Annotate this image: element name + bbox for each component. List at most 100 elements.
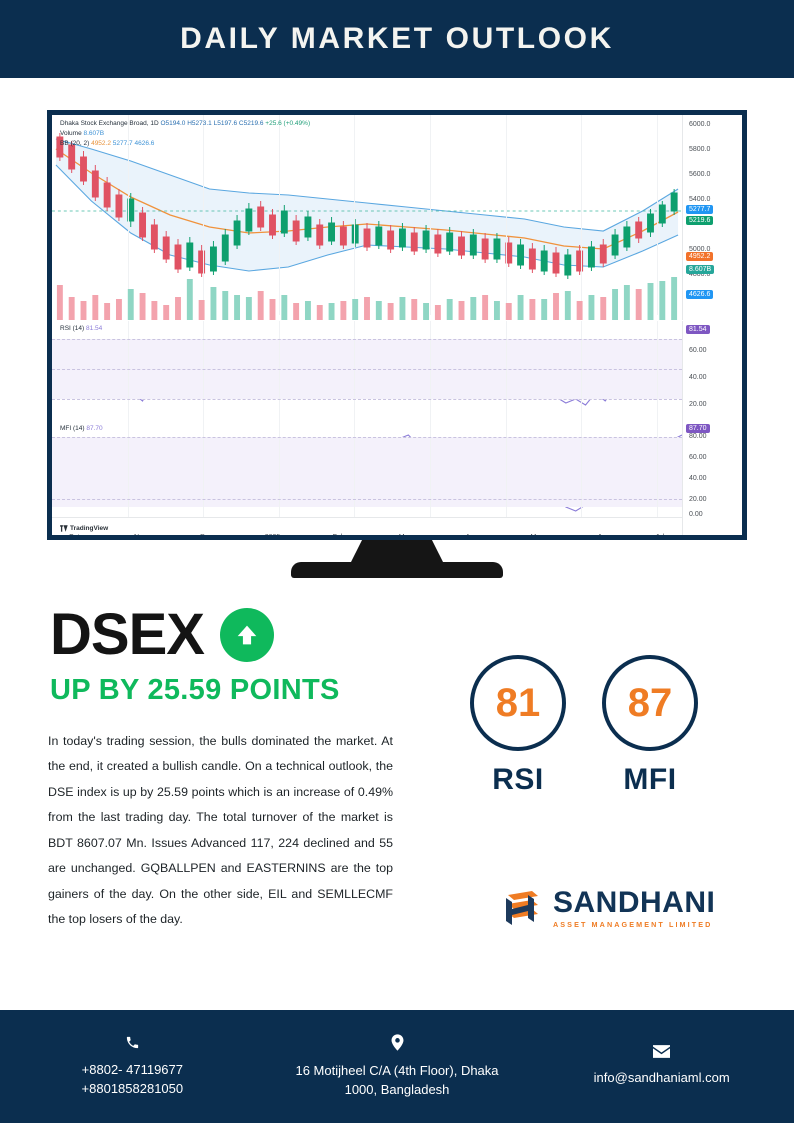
volume-label: Volume xyxy=(60,130,82,138)
tradingview-watermark: TradingView xyxy=(60,525,108,532)
gauge-mfi: 87 MFI xyxy=(602,655,698,797)
price-tick: 5800.0 xyxy=(689,146,711,153)
time-tick: Feb xyxy=(333,534,345,535)
ohlc-open: O5194.0 xyxy=(160,120,186,127)
mfi-legend: MFI (14) 87.70 xyxy=(60,424,103,434)
page-header: DAILY MARKET OUTLOOK xyxy=(0,0,794,78)
monitor-stand-base xyxy=(291,562,503,578)
rsi-value: 81.54 xyxy=(86,325,103,332)
footer-email: info@sandhaniaml.com xyxy=(529,1045,794,1088)
mfi-tick: 0.00 xyxy=(689,511,703,518)
bb-lower-badge: 4626.6 xyxy=(686,290,714,299)
gauge-rsi-label: RSI xyxy=(492,763,544,796)
mfi-tick: 60.00 xyxy=(689,454,707,461)
mfi-value: 87.70 xyxy=(86,425,103,432)
candlestick-series xyxy=(52,133,682,279)
location-pin-glyph xyxy=(391,1033,403,1051)
volume-value: 8.607B xyxy=(83,130,105,138)
time-axis: Oct Nov Dec 2025 Feb Mar Apr May Jun Jul xyxy=(52,517,742,535)
volume-plot xyxy=(52,275,682,320)
price-tick: 5600.0 xyxy=(689,171,711,178)
arrow-up-icon xyxy=(219,608,274,662)
mfi-tick: 40.00 xyxy=(689,475,707,482)
time-axis-corner xyxy=(682,517,742,535)
mfi-panel: MFI (14) 87.70 87.70 80.00 60.00 40.00 2… xyxy=(52,421,742,518)
gauge-mfi-ring: 87 xyxy=(602,655,698,751)
email-address[interactable]: info@sandhaniaml.com xyxy=(593,1070,730,1086)
bb-basis-badge: 4952.2 xyxy=(686,252,714,261)
sandhani-mark-icon xyxy=(506,891,538,925)
page-footer: +8802- 47119677 +8801858281050 16 Motijh… xyxy=(0,1010,794,1123)
symbol-label: Dhaka Stock Exchange Broad, 1D xyxy=(60,120,159,127)
page-title: DAILY MARKET OUTLOOK xyxy=(180,22,614,55)
mfi-axis: 87.70 80.00 60.00 40.00 20.00 0.00 xyxy=(682,421,742,518)
phone-icon xyxy=(0,1035,265,1053)
ohlc-high: H5273.1 xyxy=(187,120,212,127)
gauge-mfi-label: MFI xyxy=(623,763,677,796)
bb-upper: 5277.7 xyxy=(112,140,133,148)
indicator-gauges: 81 RSI 87 MFI xyxy=(470,655,698,797)
price-plot xyxy=(52,115,682,315)
phone-glyph xyxy=(126,1036,138,1048)
bb-upper-badge: 5277.7 xyxy=(686,205,714,214)
time-tick: Jul xyxy=(655,534,664,535)
ohlc-close: C5219.6 xyxy=(238,120,264,127)
monitor-stand-neck xyxy=(351,540,443,562)
index-change-subtitle: UP BY 25.59 POINTS xyxy=(50,674,340,706)
bb-label: BB (20, 2) xyxy=(60,140,90,148)
time-tick: Mar xyxy=(399,534,411,535)
tradingview-label: TradingView xyxy=(70,525,109,532)
chart-legend: Dhaka Stock Exchange Broad, 1D O5194.0 H… xyxy=(60,119,310,149)
time-tick: 2025 xyxy=(265,534,281,535)
ohlc-change: +25.6 (+0.49%) xyxy=(265,120,311,127)
logo-company-name: SANDHANI xyxy=(553,885,716,919)
address-line-1: 16 Motijheel C/A (4th Floor), Dhaka xyxy=(295,1062,499,1078)
gauge-rsi: 81 RSI xyxy=(470,655,566,797)
bb-lower: 4626.6 xyxy=(134,140,155,148)
address-line-2: 1000, Bangladesh xyxy=(344,1082,450,1097)
price-tick: 6000.0 xyxy=(689,121,711,128)
gauge-mfi-value: 87 xyxy=(627,680,673,725)
time-tick: Oct xyxy=(69,534,80,535)
logo-text-block: SANDHANI ASSET MANAGEMENT LIMITED xyxy=(553,885,716,929)
chart-screen[interactable]: Dhaka Stock Exchange Broad, 1D O5194.0 H… xyxy=(52,115,742,535)
phone-line-1[interactable]: +8802- 47119677 xyxy=(81,1061,183,1077)
company-logo: SANDHANI ASSET MANAGEMENT LIMITED xyxy=(498,885,715,931)
gauge-rsi-value: 81 xyxy=(495,680,541,725)
rsi-legend: RSI (14) 81.54 xyxy=(60,324,102,334)
envelope-icon xyxy=(529,1045,794,1061)
ohlc-low: L5197.6 xyxy=(213,120,238,127)
price-tick: 4800.0 xyxy=(689,271,711,278)
envelope-glyph xyxy=(653,1045,671,1059)
time-axis-plot: Oct Nov Dec 2025 Feb Mar Apr May Jun Jul xyxy=(52,517,682,535)
rsi-plot xyxy=(52,321,683,421)
mfi-tick: 80.00 xyxy=(689,433,707,440)
price-panel: Dhaka Stock Exchange Broad, 1D O5194.0 H… xyxy=(52,115,742,315)
monitor-bezel: Dhaka Stock Exchange Broad, 1D O5194.0 H… xyxy=(47,110,747,540)
time-tick: Apr xyxy=(465,534,476,535)
volume-badge: 8.607B xyxy=(686,265,715,274)
mfi-plot xyxy=(52,421,683,517)
bb-basis: 4952.2 xyxy=(91,140,111,148)
arrow-up-glyph xyxy=(237,625,257,645)
time-tick: Dec xyxy=(200,534,212,535)
price-tick: 5400.0 xyxy=(689,196,711,203)
market-summary-paragraph: In today's trading session, the bulls do… xyxy=(48,734,393,926)
time-tick: Jun xyxy=(598,534,609,535)
volume-bars xyxy=(56,277,678,320)
time-tick: May xyxy=(530,534,543,535)
time-tick: Nov xyxy=(134,534,146,535)
rsi-panel: RSI (14) 81.54 81.54 60.00 40.00 20.00 xyxy=(52,321,742,421)
location-pin-icon xyxy=(265,1033,530,1054)
monitor-illustration: Dhaka Stock Exchange Broad, 1D O5194.0 H… xyxy=(0,78,794,578)
logo-tagline: ASSET MANAGEMENT LIMITED xyxy=(553,919,713,929)
phone-line-2[interactable]: +8801858281050 xyxy=(81,1081,184,1096)
volume-axis xyxy=(682,275,742,320)
mfi-badge: 87.70 xyxy=(686,424,710,433)
price-axis: 6000.0 5800.0 5600.0 5400.0 5000.0 4800.… xyxy=(682,115,742,315)
rsi-label: RSI (14) xyxy=(60,325,85,332)
gauge-rsi-ring: 81 xyxy=(470,655,566,751)
tradingview-logo-icon xyxy=(60,525,68,532)
index-headline: DSEX xyxy=(50,606,794,664)
footer-address: 16 Motijheel C/A (4th Floor), Dhaka 1000… xyxy=(265,1033,530,1100)
